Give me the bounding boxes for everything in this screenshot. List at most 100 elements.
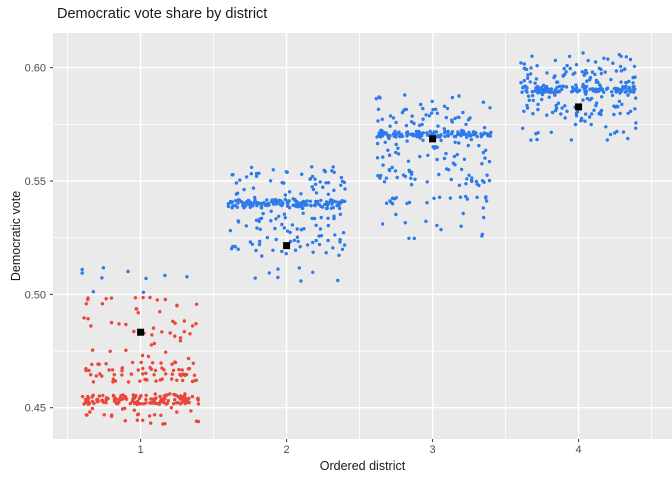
data-point — [531, 112, 535, 116]
data-point — [337, 253, 341, 257]
data-point — [312, 203, 317, 207]
data-point — [80, 271, 84, 275]
data-point — [190, 379, 195, 384]
data-point — [94, 374, 99, 378]
data-point — [634, 96, 638, 100]
data-point — [158, 310, 162, 314]
data-point — [336, 278, 340, 283]
data-point — [120, 373, 124, 377]
data-point — [527, 98, 531, 103]
data-point — [376, 174, 380, 178]
data-point — [529, 138, 533, 142]
data-point — [255, 226, 259, 230]
data-point — [123, 419, 128, 423]
data-point — [546, 87, 550, 92]
data-point — [342, 199, 347, 204]
data-point — [145, 378, 149, 382]
data-point — [470, 179, 474, 184]
data-point — [153, 392, 157, 396]
data-point — [465, 135, 469, 139]
data-point — [535, 84, 540, 89]
data-point — [621, 130, 626, 134]
data-point — [599, 67, 603, 72]
data-point — [589, 122, 593, 127]
data-point — [533, 81, 537, 85]
data-point — [154, 379, 158, 383]
data-point — [124, 348, 128, 352]
data-point — [574, 83, 578, 87]
data-point — [588, 98, 592, 102]
data-point — [332, 188, 336, 192]
data-point — [185, 275, 189, 279]
data-point — [391, 116, 396, 120]
data-point — [234, 199, 238, 203]
data-point — [320, 205, 325, 209]
data-point — [269, 209, 273, 213]
data-point — [556, 101, 561, 105]
data-point — [563, 116, 567, 120]
data-point — [394, 142, 398, 147]
data-point — [425, 180, 429, 184]
data-point — [291, 203, 295, 207]
data-point — [117, 322, 121, 326]
data-point — [525, 76, 530, 80]
data-point — [480, 179, 485, 183]
data-point — [575, 110, 580, 114]
y-tick-label: 0.60 — [25, 63, 46, 75]
data-point — [196, 402, 201, 406]
data-point — [233, 203, 237, 208]
data-point — [485, 173, 489, 177]
data-point — [579, 119, 583, 123]
data-point — [483, 156, 487, 160]
data-point — [321, 185, 325, 189]
data-point — [591, 87, 595, 91]
data-point — [421, 131, 425, 135]
data-point — [431, 107, 435, 112]
data-point — [425, 131, 429, 135]
data-point — [584, 89, 589, 94]
data-point — [465, 197, 470, 201]
data-point — [376, 119, 380, 123]
data-point — [161, 422, 165, 426]
data-point — [177, 367, 181, 372]
data-point — [102, 413, 106, 417]
data-point — [600, 95, 604, 99]
data-point — [374, 97, 378, 101]
data-point — [110, 368, 115, 372]
data-point — [464, 182, 468, 186]
data-point — [485, 132, 489, 136]
x-tick-label: 3 — [430, 444, 436, 456]
data-point — [558, 84, 562, 89]
data-point — [599, 71, 603, 76]
data-point — [553, 93, 557, 97]
data-point — [457, 183, 462, 187]
data-point — [455, 152, 459, 157]
data-point — [230, 173, 234, 177]
data-point — [549, 130, 553, 134]
data-point — [626, 93, 630, 97]
data-point — [380, 128, 384, 133]
data-point — [564, 70, 568, 74]
data-point — [193, 378, 197, 383]
data-point — [484, 199, 489, 203]
data-point — [295, 235, 300, 239]
data-point — [271, 248, 275, 252]
data-point — [86, 402, 90, 406]
data-point — [168, 331, 172, 335]
data-point — [186, 400, 190, 404]
data-point — [108, 349, 112, 353]
data-point — [183, 392, 187, 396]
data-point — [574, 62, 579, 67]
data-point — [318, 227, 323, 231]
data-point — [447, 133, 451, 137]
data-point — [435, 111, 440, 116]
data-point — [530, 90, 534, 94]
data-point — [453, 116, 457, 121]
data-point — [258, 239, 262, 244]
data-point — [274, 237, 278, 242]
data-point — [242, 187, 246, 192]
data-point — [175, 410, 179, 414]
data-point — [521, 126, 525, 130]
data-point — [283, 193, 288, 197]
data-point — [132, 329, 136, 334]
